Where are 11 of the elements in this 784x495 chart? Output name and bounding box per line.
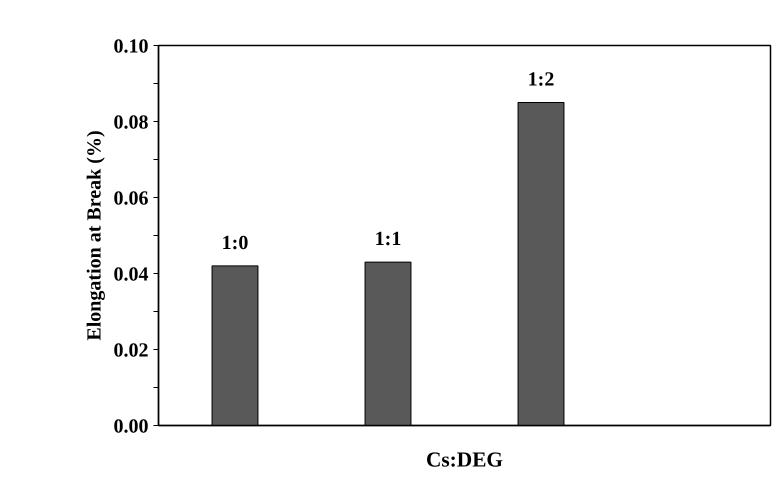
y-tick-label: 0.02 (114, 340, 148, 362)
y-tick-label: 0.00 (114, 416, 148, 438)
y-tick-label: 0.06 (114, 188, 148, 210)
y-tick-label: 0.08 (114, 112, 148, 134)
y-tick-label: 0.10 (114, 36, 148, 58)
y-tick-label: 0.04 (114, 264, 148, 286)
x-tick-label: 1:2 (528, 68, 554, 90)
y-axis-title: Elongation at Break (%) (84, 130, 106, 341)
x-tick-label: 1:1 (374, 228, 402, 250)
x-axis-title: Cs:DEG (426, 448, 504, 472)
x-tick-label: 1:0 (222, 232, 248, 254)
